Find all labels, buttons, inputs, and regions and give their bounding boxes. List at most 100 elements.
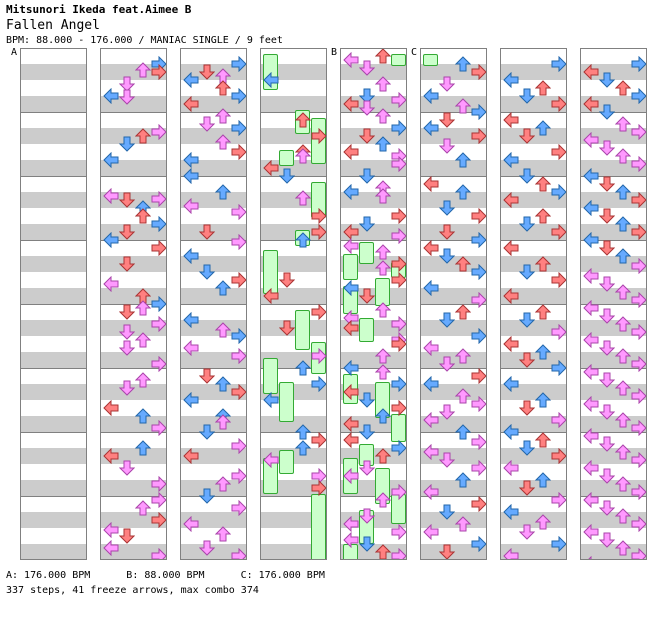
down-arrow-icon: [599, 340, 615, 356]
right-arrow-icon: [551, 144, 567, 160]
up-arrow-icon: [535, 392, 551, 408]
left-arrow-icon: [423, 120, 439, 136]
down-arrow-icon: [599, 372, 615, 388]
beat-strip: [101, 480, 166, 496]
measure-line: [421, 112, 486, 113]
chart-summary: 337 steps, 41 freeze arrows, max combo 3…: [6, 585, 259, 596]
beat-strip: [501, 288, 566, 304]
right-arrow-icon: [551, 324, 567, 340]
beat-strip: [501, 224, 566, 240]
down-arrow-icon: [439, 200, 455, 216]
down-arrow-icon: [119, 256, 135, 272]
right-arrow-icon: [631, 452, 647, 468]
up-arrow-icon: [615, 476, 631, 492]
left-arrow-icon: [503, 376, 519, 392]
beat-strip: [581, 256, 646, 272]
right-arrow-icon: [231, 438, 247, 454]
up-arrow-icon: [215, 134, 231, 150]
measure-line: [501, 496, 566, 497]
right-arrow-icon: [391, 524, 407, 540]
right-arrow-icon: [551, 448, 567, 464]
left-arrow-icon: [583, 232, 599, 248]
up-arrow-icon: [375, 244, 391, 260]
down-arrow-icon: [359, 168, 375, 184]
left-arrow-icon: [583, 132, 599, 148]
beat-strip: [21, 480, 86, 496]
up-arrow-icon: [375, 302, 391, 318]
beat-strip: [101, 320, 166, 336]
beat-strip: [21, 224, 86, 240]
down-arrow-icon: [359, 536, 375, 552]
right-arrow-icon: [631, 484, 647, 500]
left-arrow-icon: [343, 96, 359, 112]
measure-line: [21, 496, 86, 497]
right-arrow-icon: [631, 258, 647, 274]
chart-title: Fallen Angel: [6, 18, 100, 33]
beat-strip: [501, 512, 566, 528]
freeze-arrow: [423, 54, 438, 66]
beat-strip: [501, 384, 566, 400]
left-arrow-icon: [583, 200, 599, 216]
right-arrow-icon: [391, 92, 407, 108]
down-arrow-icon: [519, 216, 535, 232]
freeze-arrow: [391, 414, 406, 442]
left-arrow-icon: [423, 280, 439, 296]
measure-line: [101, 240, 166, 241]
left-arrow-icon: [503, 192, 519, 208]
right-arrow-icon: [151, 512, 167, 528]
left-arrow-icon: [423, 376, 439, 392]
beat-strip: [181, 128, 246, 144]
measure-line: [341, 240, 406, 241]
right-arrow-icon: [311, 224, 327, 240]
beat-strip: [581, 224, 646, 240]
right-arrow-icon: [631, 324, 647, 340]
left-arrow-icon: [103, 540, 119, 556]
right-arrow-icon: [231, 88, 247, 104]
measure-line: [101, 176, 166, 177]
chart-info: BPM: 88.000 - 176.000 / MANIAC SINGLE / …: [6, 35, 283, 46]
up-arrow-icon: [455, 472, 471, 488]
up-arrow-icon: [375, 544, 391, 560]
beat-strip: [501, 416, 566, 432]
left-arrow-icon: [103, 448, 119, 464]
right-arrow-icon: [551, 536, 567, 552]
down-arrow-icon: [519, 524, 535, 540]
left-arrow-icon: [103, 88, 119, 104]
right-arrow-icon: [631, 548, 647, 560]
right-arrow-icon: [311, 304, 327, 320]
up-arrow-icon: [215, 322, 231, 338]
measure-line: [21, 432, 86, 433]
left-arrow-icon: [183, 312, 199, 328]
chart-column-4: [260, 48, 327, 560]
right-arrow-icon: [151, 191, 167, 207]
measure-line: [21, 112, 86, 113]
left-arrow-icon: [583, 64, 599, 80]
up-arrow-icon: [615, 380, 631, 396]
measure-line: [501, 368, 566, 369]
left-arrow-icon: [103, 276, 119, 292]
up-arrow-icon: [215, 280, 231, 296]
up-arrow-icon: [295, 232, 311, 248]
down-arrow-icon: [599, 176, 615, 192]
measure-line: [581, 240, 646, 241]
right-arrow-icon: [631, 224, 647, 240]
up-arrow-icon: [375, 260, 391, 276]
up-arrow-icon: [615, 216, 631, 232]
down-arrow-icon: [119, 192, 135, 208]
beat-strip: [421, 288, 486, 304]
left-arrow-icon: [423, 444, 439, 460]
down-arrow-icon: [599, 140, 615, 156]
up-arrow-icon: [455, 184, 471, 200]
freeze-arrow: [295, 310, 310, 350]
measure-line: [21, 176, 86, 177]
right-arrow-icon: [151, 492, 167, 508]
left-arrow-icon: [183, 168, 199, 184]
beat-strip: [101, 128, 166, 144]
right-arrow-icon: [311, 348, 327, 364]
up-arrow-icon: [215, 476, 231, 492]
chart-column-8: [580, 48, 647, 560]
left-arrow-icon: [503, 152, 519, 168]
beat-strip: [181, 320, 246, 336]
up-arrow-icon: [615, 348, 631, 364]
down-arrow-icon: [599, 468, 615, 484]
